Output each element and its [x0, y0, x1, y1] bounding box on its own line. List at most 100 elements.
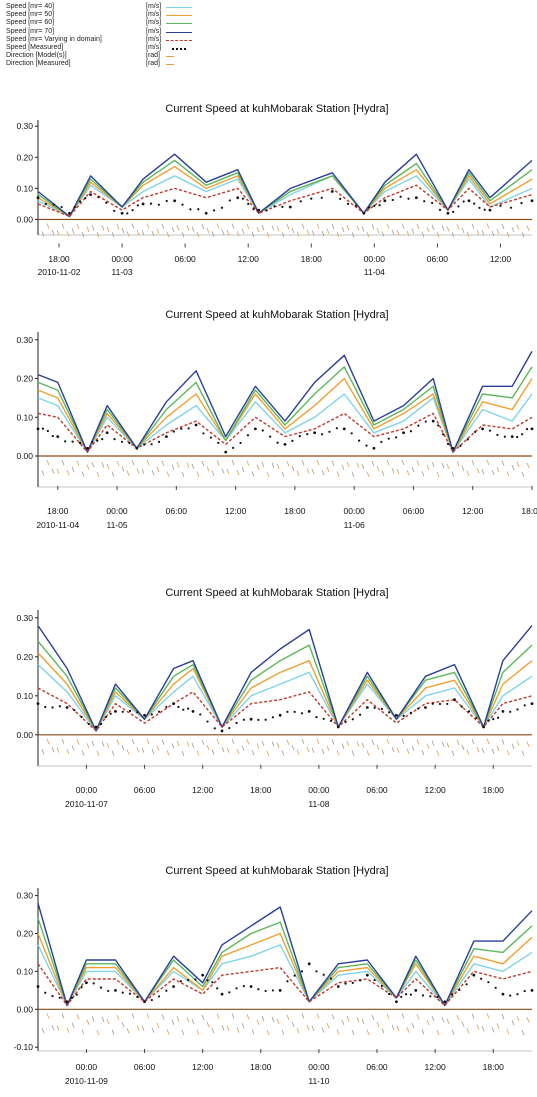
- measured-speed-point: [220, 206, 224, 209]
- measured-speed-point: [446, 211, 450, 215]
- legend-label: Speed [mr= 70]: [6, 27, 55, 35]
- measured-speed-point: [257, 718, 260, 722]
- direction-mark: [356, 225, 360, 231]
- x-tick-label: 00:00: [111, 254, 133, 264]
- direction-mark: [426, 743, 430, 749]
- direction-mark: [361, 463, 365, 470]
- direction-mark: [431, 1015, 435, 1022]
- measured-speed-point: [241, 197, 245, 200]
- x-tick-label: 12:00: [462, 506, 484, 516]
- direction-mark: [436, 232, 440, 238]
- measured-speed-point: [510, 435, 514, 439]
- measured-speed-point: [80, 986, 83, 989]
- direction-mark: [251, 750, 255, 756]
- measured-speed-point: [423, 200, 426, 203]
- measured-speed-point: [141, 202, 145, 206]
- measured-speed-point: [300, 970, 304, 973]
- direction-mark: [206, 744, 210, 751]
- measured-speed-point: [373, 979, 376, 982]
- direction-mark: [46, 1013, 50, 1019]
- measured-speed-point: [329, 719, 333, 722]
- measured-speed-point: [465, 983, 468, 986]
- direction-mark: [51, 468, 55, 474]
- direction-mark: [286, 460, 290, 467]
- series-line-speed-mr-70: [37, 903, 533, 1007]
- measured-speed-point: [431, 419, 435, 423]
- direction-mark: [66, 1027, 70, 1033]
- measured-speed-point: [460, 705, 463, 708]
- direction-mark: [81, 1029, 85, 1035]
- direction-mark: [446, 463, 450, 470]
- measured-speed-point: [101, 438, 104, 441]
- direction-mark: [391, 1024, 395, 1031]
- direction-mark: [176, 740, 180, 747]
- direction-mark: [456, 739, 460, 746]
- measured-speed-point: [172, 985, 176, 988]
- direction-mark: [91, 462, 95, 468]
- direction-mark: [186, 225, 190, 231]
- legend-swatch: [166, 39, 192, 41]
- direction-mark: [446, 742, 450, 748]
- direction-mark: [341, 226, 345, 233]
- measured-speed-point: [182, 708, 185, 711]
- direction-mark: [511, 1020, 515, 1026]
- x-date-label: 2010-11-02: [38, 267, 81, 277]
- measured-speed-point: [209, 436, 212, 439]
- direction-mark: [276, 1018, 280, 1025]
- measured-speed-point: [51, 434, 54, 438]
- measured-speed-point: [89, 193, 92, 196]
- measured-speed-point: [136, 204, 139, 207]
- measured-speed-point: [501, 992, 505, 996]
- direction-mark: [156, 745, 160, 751]
- direction-mark: [331, 460, 335, 466]
- direction-mark: [191, 742, 195, 749]
- direction-mark: [176, 462, 180, 468]
- measured-speed-point: [307, 710, 311, 713]
- x-tick-label: 12:00: [238, 254, 260, 264]
- direction-mark: [476, 746, 480, 753]
- direction-mark: [516, 224, 520, 231]
- direction-mark: [126, 231, 130, 237]
- direction-mark: [236, 1027, 240, 1033]
- direction-mark: [211, 470, 215, 476]
- measured-speed-point: [70, 996, 74, 999]
- measured-speed-point: [394, 713, 398, 717]
- x-tick-label: 12:00: [424, 1062, 446, 1072]
- direction-mark: [331, 1014, 335, 1020]
- direction-mark: [96, 1029, 100, 1036]
- legend-label: Speed [mr= Varying in domain]: [6, 35, 102, 43]
- y-tick-label: 0.30: [16, 335, 33, 345]
- direction-mark: [336, 1029, 340, 1035]
- measured-speed-point: [499, 204, 502, 207]
- measured-speed-point: [68, 211, 71, 215]
- measured-speed-point: [143, 1000, 146, 1004]
- measured-speed-point: [322, 717, 325, 720]
- direction-mark: [416, 460, 420, 466]
- measured-speed-point: [452, 210, 455, 213]
- direction-mark: [261, 1016, 265, 1022]
- measured-speed-point: [457, 205, 460, 208]
- measured-speed-point: [236, 196, 240, 200]
- direction-mark: [166, 471, 170, 477]
- direction-mark: [366, 1029, 370, 1035]
- measured-speed-point: [414, 196, 418, 200]
- measured-speed-point: [71, 440, 74, 443]
- direction-mark: [136, 747, 140, 753]
- direction-mark: [526, 462, 530, 469]
- measured-speed-point: [300, 712, 304, 715]
- x-tick-label: 06:00: [166, 506, 188, 516]
- direction-mark: [381, 470, 385, 476]
- direction-mark: [261, 224, 265, 231]
- measured-speed-point: [128, 441, 131, 445]
- direction-mark: [61, 223, 65, 229]
- measured-speed-point: [104, 715, 107, 719]
- measured-speed-point: [466, 438, 469, 441]
- direction-mark: [421, 750, 425, 756]
- x-tick-label: 12:00: [225, 506, 247, 516]
- direction-mark: [56, 747, 60, 753]
- direction-mark: [441, 225, 445, 231]
- direction-mark: [441, 462, 445, 468]
- direction-mark: [351, 471, 355, 478]
- measured-speed-point: [438, 702, 442, 706]
- direction-mark: [501, 223, 505, 230]
